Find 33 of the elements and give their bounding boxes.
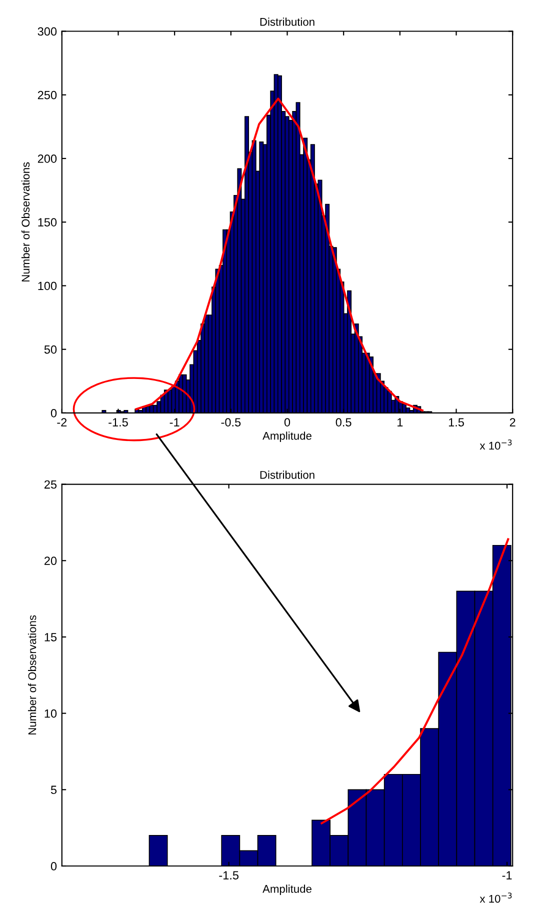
y-tick-label: 100 (38, 282, 57, 290)
y-tick-label: 10 (44, 709, 57, 718)
y-tick-label: 200 (38, 154, 57, 163)
x-tick-label: -1 (502, 871, 512, 880)
x-tick-label: 2 (510, 418, 516, 426)
chart-title: Distribution (260, 470, 314, 479)
y-tick-label: 15 (44, 633, 57, 642)
text: x 10$^{−3}$ (480, 440, 512, 450)
x-tick-label: -1.5 (108, 418, 128, 426)
x-tick-label: 0 (284, 418, 290, 426)
y-tick-label: 50 (44, 345, 57, 354)
y-tick-label: 5 (50, 786, 57, 794)
x-tick-label: -2 (57, 418, 67, 426)
text: x 10$^{−3}$ (480, 892, 512, 903)
x-tick-label: -1.5 (219, 871, 238, 880)
y-axis-title: Number of Observations (28, 615, 36, 734)
y-tick-label: 25 (44, 480, 57, 489)
x-axis-title: Amplitude (262, 432, 312, 442)
line-series (320, 538, 510, 824)
y-tick-label: 250 (38, 90, 57, 100)
x-axis-title: Amplitude (262, 884, 312, 895)
x-tick-label: -1 (170, 418, 180, 426)
y-tick-label: 300 (38, 27, 57, 36)
y-tick-label: 0 (50, 408, 57, 418)
x-tick-label: 1.5 (448, 418, 464, 426)
x-tick-label: 0.5 (336, 418, 352, 426)
x-tick-label: 1 (398, 418, 403, 426)
y-tick-label: 150 (38, 218, 57, 226)
x-tick-label: -0.5 (221, 418, 241, 426)
y-tick-label: 20 (44, 556, 57, 566)
y-tick-label: 0 (50, 862, 57, 870)
y-axis-title: Number of Observations (21, 162, 30, 282)
chart-title: Distribution (260, 18, 314, 26)
